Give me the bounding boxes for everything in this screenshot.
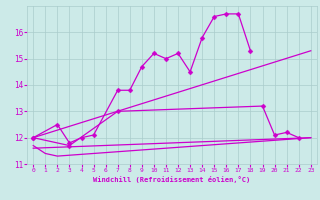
X-axis label: Windchill (Refroidissement éolien,°C): Windchill (Refroidissement éolien,°C) — [93, 176, 251, 183]
